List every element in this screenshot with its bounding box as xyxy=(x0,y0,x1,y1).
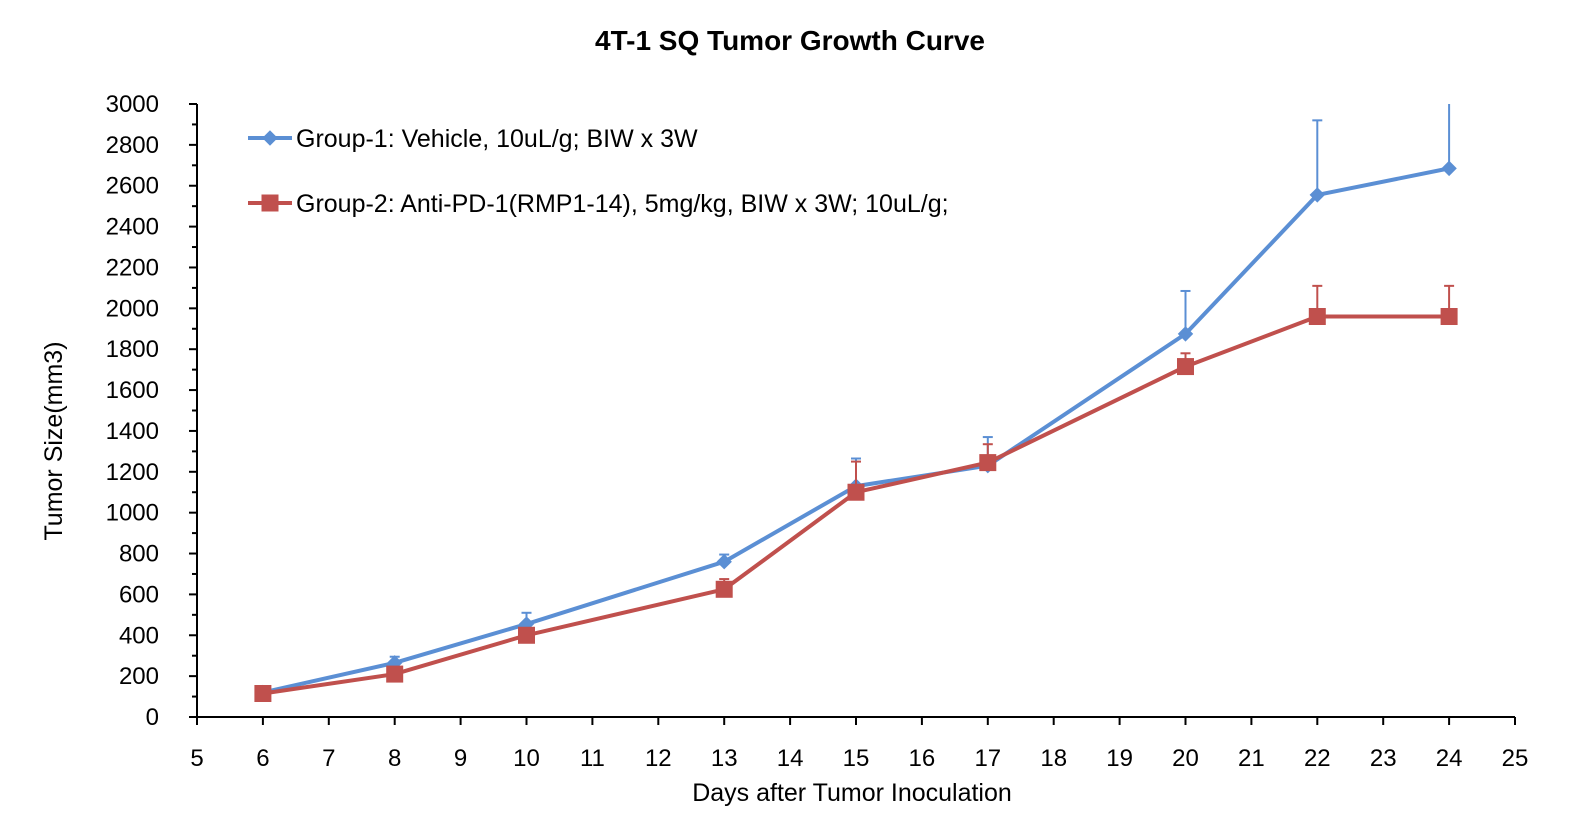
x-tick-label: 20 xyxy=(1172,745,1199,772)
chart-title: 4T-1 SQ Tumor Growth Curve xyxy=(595,25,985,56)
data-point xyxy=(847,483,865,501)
x-tick-label: 9 xyxy=(454,745,467,772)
y-axis-label: Tumor Size(mm3) xyxy=(40,341,68,540)
data-point xyxy=(1308,308,1326,326)
y-tick-label: 2000 xyxy=(106,295,159,322)
y-tick-label: 1000 xyxy=(106,500,159,527)
legend-marker xyxy=(261,194,279,212)
y-tick-label: 400 xyxy=(119,622,159,649)
x-tick-label: 12 xyxy=(645,745,672,772)
legend-label: Group-2: Anti-PD-1(RMP1-14), 5mg/kg, BIW… xyxy=(296,190,949,218)
x-tick-label: 23 xyxy=(1370,745,1397,772)
x-tick-label: 25 xyxy=(1502,745,1529,772)
data-point xyxy=(1441,160,1457,177)
legend-marker xyxy=(262,130,278,146)
x-tick-label: 15 xyxy=(843,745,870,772)
x-tick-label: 13 xyxy=(711,745,738,772)
data-point xyxy=(716,553,732,570)
y-tick-label: 2800 xyxy=(106,132,159,159)
series-line xyxy=(262,166,1450,695)
x-tick-label: 22 xyxy=(1304,745,1331,772)
y-tick-label: 600 xyxy=(119,581,159,608)
data-point xyxy=(254,685,272,703)
data-point xyxy=(386,665,404,683)
legend-item-2: Group-2: Anti-PD-1(RMP1-14), 5mg/kg, BIW… xyxy=(248,190,949,218)
x-tick-label: 16 xyxy=(909,745,936,772)
data-point xyxy=(1177,358,1194,376)
x-tick-label: 10 xyxy=(513,745,540,772)
y-tick-label: 1600 xyxy=(106,377,159,404)
x-tick-label: 5 xyxy=(190,745,203,772)
y-tick-label: 0 xyxy=(146,704,159,731)
legend-item-1: Group-1: Vehicle, 10uL/g; BIW x 3W xyxy=(248,125,698,153)
data-point xyxy=(1177,326,1194,342)
data-point xyxy=(1309,187,1326,203)
data-point xyxy=(979,454,997,472)
x-tick-label: 14 xyxy=(777,745,804,772)
x-axis-label: Days after Tumor Inoculation xyxy=(692,779,1012,807)
y-tick-label: 1200 xyxy=(106,459,159,486)
series-layer xyxy=(254,104,1458,703)
axes: 0 200 400 600 800 1000 1200 1400 1600 1800 2000 220… xyxy=(106,91,1529,772)
data-point xyxy=(715,580,733,598)
y-tick-label: 1800 xyxy=(106,336,159,363)
data-point xyxy=(518,626,535,644)
x-tick-label: 18 xyxy=(1040,745,1067,772)
data-point xyxy=(1440,308,1458,326)
y-tick-label: 200 xyxy=(119,663,159,690)
y-tick-label: 3000 xyxy=(106,91,159,118)
series-group-2 xyxy=(254,284,1458,703)
x-tick-label: 7 xyxy=(322,745,335,772)
legend: Group-1: Vehicle, 10uL/g; BIW x 3W Group-… xyxy=(248,125,949,218)
y-tick-label: 800 xyxy=(119,541,159,568)
y-tick-label: 1400 xyxy=(106,418,159,445)
x-tick-label: 17 xyxy=(974,745,1001,772)
legend-label: Group-1: Vehicle, 10uL/g; BIW x 3W xyxy=(296,125,698,153)
y-tick-label: 2200 xyxy=(106,254,159,281)
x-tick-label: 6 xyxy=(256,745,269,772)
x-tick-label: 19 xyxy=(1106,745,1133,772)
y-tick-label: 2600 xyxy=(106,173,159,200)
x-tick-label: 11 xyxy=(580,745,605,772)
x-tick-label: 8 xyxy=(388,745,401,772)
x-tick-label: 24 xyxy=(1436,745,1463,772)
x-tick-label: 21 xyxy=(1238,745,1265,772)
y-tick-label: 2400 xyxy=(106,214,159,241)
series-line xyxy=(262,314,1450,696)
